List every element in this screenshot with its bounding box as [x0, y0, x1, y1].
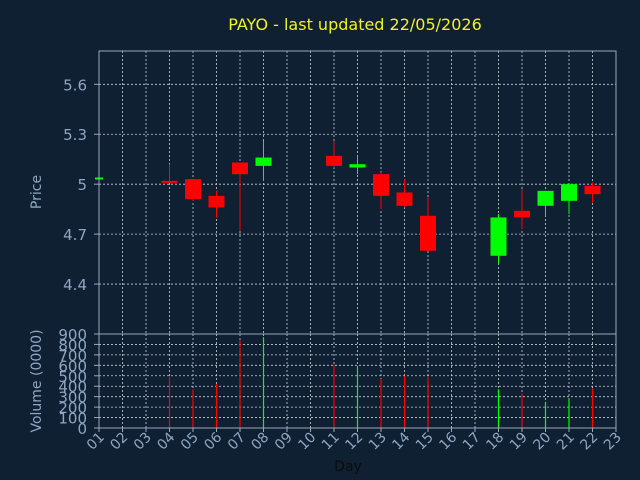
volume-tick-label: 400 [58, 378, 87, 396]
x-tick-label: 03 [131, 430, 155, 454]
x-tick-label: 18 [483, 430, 507, 454]
candle-body [255, 157, 272, 166]
price-y-ticks: 4.4 4.7 5 5.3 5.6 [63, 76, 99, 294]
x-tick-label: 22 [577, 430, 601, 454]
volume-tick-label: 500 [58, 368, 87, 386]
x-tick-label: 16 [436, 429, 460, 453]
volume-tick-label: 300 [58, 389, 87, 407]
volume-tick-label: 900 [58, 326, 87, 344]
x-tick-label: 04 [154, 429, 178, 453]
x-tick-label: 14 [389, 429, 413, 453]
volume-tick-label: 200 [58, 399, 87, 417]
candle-body [349, 164, 366, 168]
candle-body [584, 185, 601, 195]
candle-body [161, 180, 178, 183]
x-axis-ticks: 01 02 03 04 05 06 07 08 09 10 11 12 13 14 15 16 17 18 19 20… [84, 428, 625, 453]
x-tick-label: 21 [554, 430, 578, 454]
x-tick-label: 17 [460, 430, 484, 454]
x-tick-label: 10 [295, 430, 319, 454]
x-axis-label: Day [334, 459, 362, 475]
volume-axis-label: Volume (0000) [29, 329, 45, 432]
x-tick-label: 12 [342, 430, 366, 454]
candle-body [420, 215, 436, 251]
x-tick-label: 23 [601, 430, 625, 454]
x-tick-label: 08 [248, 430, 272, 454]
price-tick-label: 5.6 [63, 76, 87, 94]
candle-body [326, 155, 342, 166]
x-tick-label: 13 [366, 430, 390, 454]
x-tick-label: 07 [225, 430, 249, 454]
volume-tick-label: 0 [77, 420, 87, 438]
candle-body [514, 210, 530, 218]
x-tick-label: 11 [319, 430, 343, 454]
x-tick-label: 06 [201, 429, 225, 453]
price-tick-label: 4.4 [63, 276, 87, 294]
candle-body [561, 184, 577, 201]
candle-body [373, 174, 389, 196]
candle-body [396, 192, 413, 206]
candle-body [490, 217, 507, 256]
candle-body [185, 179, 201, 200]
volume-tick-label: 100 [58, 410, 87, 428]
candle-body [232, 162, 248, 175]
price-candles [95, 140, 601, 265]
price-axis-label: Price [29, 175, 45, 209]
x-tick-label: 20 [530, 430, 554, 454]
price-tick-label: 5 [77, 176, 87, 194]
volume-bars [168, 337, 594, 428]
price-tick-label: 4.7 [63, 226, 87, 244]
candle-body [537, 190, 554, 206]
volume-tick-label: 800 [58, 336, 87, 354]
volume-tick-label: 600 [58, 357, 87, 375]
x-tick-label: 05 [178, 430, 202, 454]
volume-tick-label: 700 [58, 347, 87, 365]
x-tick-label: 09 [272, 430, 296, 454]
chart-title: PAYO - last updated 22/05/2026 [228, 15, 482, 34]
price-tick-label: 5.3 [63, 126, 87, 144]
x-tick-label: 01 [84, 430, 108, 454]
candle-body [208, 195, 225, 208]
x-tick-label: 02 [107, 430, 131, 454]
x-tick-label: 19 [507, 430, 531, 454]
x-tick-label: 15 [413, 430, 437, 454]
